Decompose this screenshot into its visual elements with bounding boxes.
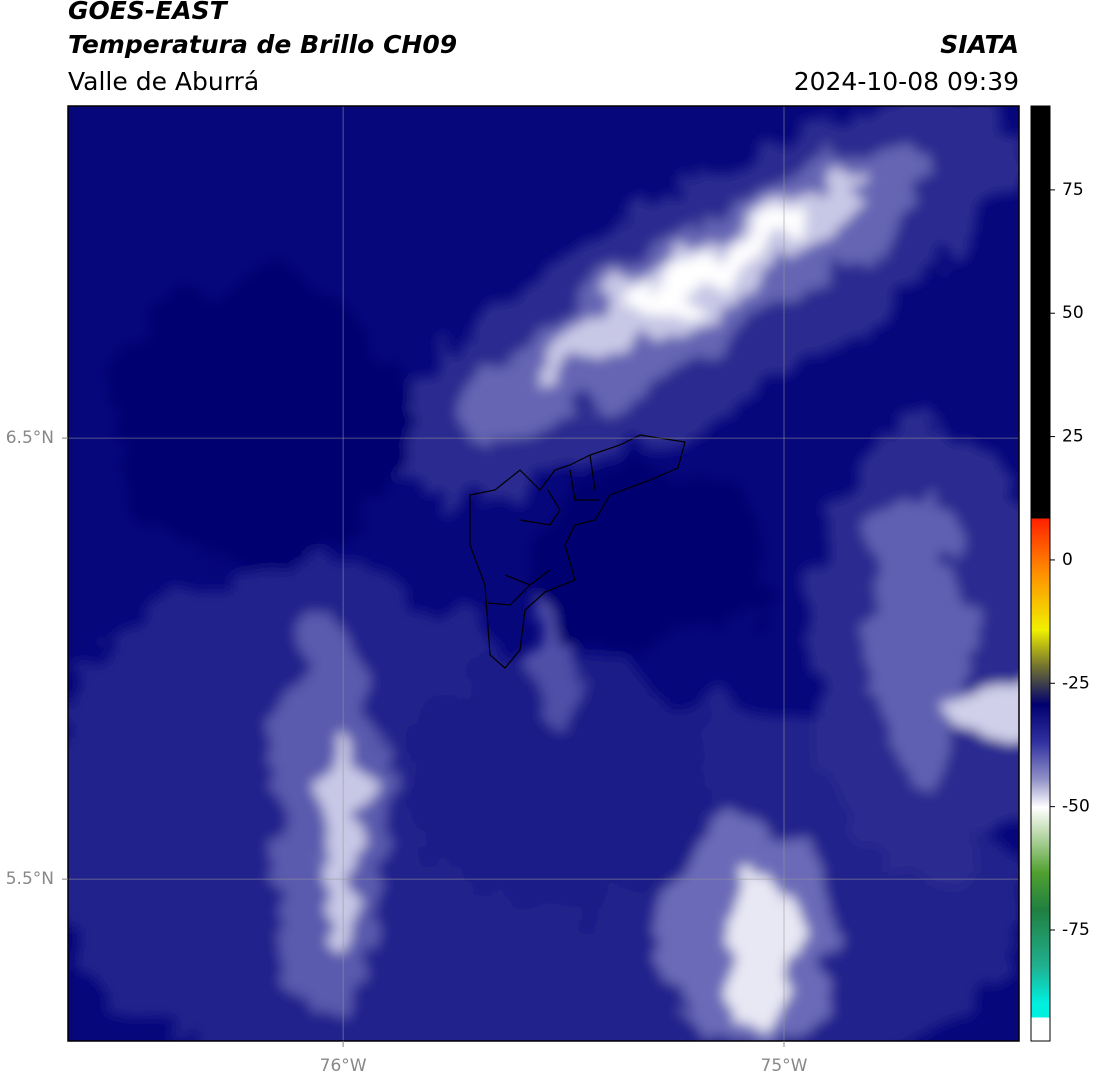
colorbar-tick-label: 50 (1062, 303, 1084, 323)
map-frame (67, 105, 1020, 1042)
satellite: GOES-EAST (68, 0, 229, 25)
colorbar-tick-label: 25 (1062, 427, 1084, 447)
colorbar-tick-label: -75 (1062, 920, 1090, 940)
region: Valle de Aburrá (68, 67, 259, 96)
lon-tick-label: 75°W (761, 1056, 808, 1076)
satellite-image (68, 106, 1019, 1041)
lat-tick-label: 5.5°N (6, 869, 54, 889)
municipal-boundaries (469, 434, 686, 669)
colorbar (1030, 105, 1051, 1042)
product: Temperatura de Brillo CH09 (68, 30, 457, 59)
colorbar-tick-label: 0 (1062, 550, 1073, 570)
grid (68, 106, 1019, 1041)
lon-tick-label: 76°W (320, 1056, 367, 1076)
colorbar-tick-label: -25 (1062, 673, 1090, 693)
colorbar-tick-label: -50 (1062, 797, 1090, 817)
colorbar-tick-label: 75 (1062, 180, 1084, 200)
timestamp: 2024-10-08 09:39 (794, 67, 1019, 96)
agency: SIATA (940, 30, 1019, 59)
lat-tick-label: 6.5°N (6, 428, 54, 448)
